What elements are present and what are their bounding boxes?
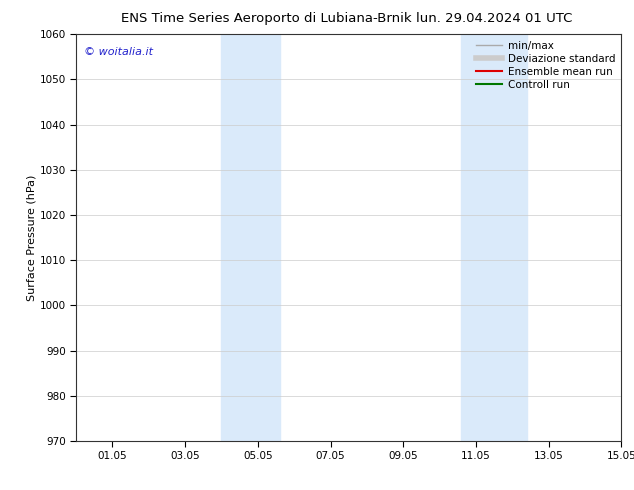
Y-axis label: Surface Pressure (hPa): Surface Pressure (hPa) [27, 174, 37, 301]
Bar [462, 34, 527, 441]
Text: © woitalia.it: © woitalia.it [84, 47, 153, 56]
Text: lun. 29.04.2024 01 UTC: lun. 29.04.2024 01 UTC [417, 12, 573, 25]
Legend: min/max, Deviazione standard, Ensemble mean run, Controll run: min/max, Deviazione standard, Ensemble m… [472, 36, 619, 94]
Bar [221, 34, 280, 441]
Text: ENS Time Series Aeroporto di Lubiana-Brnik: ENS Time Series Aeroporto di Lubiana-Brn… [121, 12, 411, 25]
